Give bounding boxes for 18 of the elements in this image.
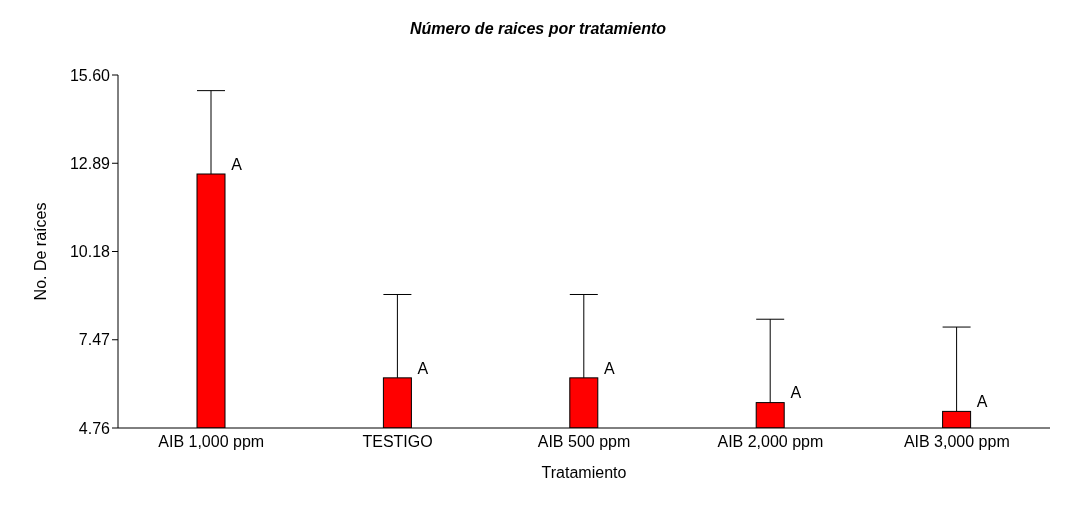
annotation: A (231, 155, 243, 173)
y-tick-label: 7.47 (78, 331, 111, 349)
y-tick-label: 12.89 (69, 154, 111, 172)
annotation: A (417, 359, 429, 377)
x-tick-label: AIB 2,000 ppm (717, 433, 824, 451)
y-tick-label: 10.18 (69, 243, 111, 261)
y-tick-label: 4.76 (78, 419, 111, 437)
x-tick-label: AIB 500 ppm (537, 433, 631, 451)
y-tick-label: 15.60 (69, 66, 111, 84)
x-tick-label: TESTIGO (362, 433, 433, 451)
chart-title: Número de raices por tratamiento (408, 20, 668, 38)
x-tick-label: AIB 1,000 ppm (158, 433, 265, 451)
x-axis-title: Tratamiento (541, 464, 627, 481)
annotation: A (604, 359, 615, 377)
annotation: A (790, 384, 802, 402)
annotation: A (976, 393, 988, 411)
x-tick-label: AIB 3,000 ppm (903, 433, 1010, 451)
y-axis-title: No. De raíces (31, 202, 49, 301)
